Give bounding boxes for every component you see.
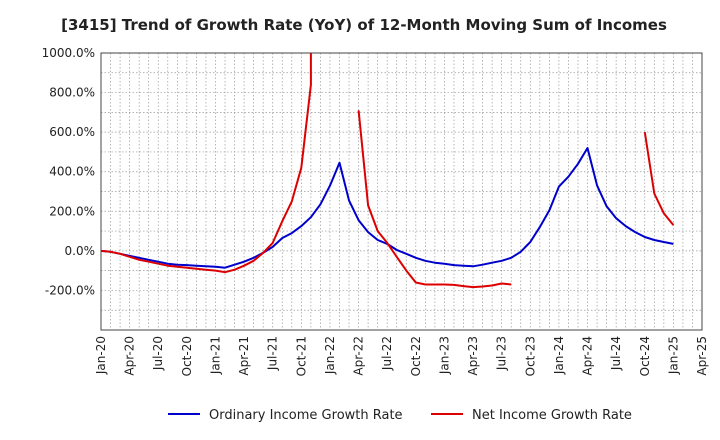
x-tick-label: Jul-22	[380, 336, 394, 371]
x-tick-label: Oct-23	[523, 336, 537, 376]
series-layer	[101, 53, 675, 289]
x-axis: Jan-20 Apr-20 Jul-20 Oct-20 Jan-21 Apr-21 Jul-…	[94, 336, 709, 376]
x-tick-label: Apr-21	[237, 336, 251, 376]
y-tick-label: 200.0%	[49, 204, 95, 218]
plot-background	[101, 53, 702, 330]
chart-title: [3415] Trend of Growth Rate (YoY) of 12-…	[61, 16, 667, 34]
legend-label: Ordinary Income Growth Rate	[209, 408, 403, 423]
plot-area	[100, 52, 703, 331]
x-tick-label: Apr-20	[123, 336, 137, 376]
x-tick-label: Jan-25	[666, 336, 680, 375]
legend: Ordinary Income Growth Rate Net Income Gr…	[168, 408, 632, 423]
x-tick-label: Apr-22	[352, 336, 366, 376]
series-line	[101, 53, 312, 274]
x-tick-label: Oct-20	[180, 336, 194, 376]
x-tick-label: Apr-23	[466, 336, 480, 376]
x-tick-label: Jan-24	[552, 336, 566, 375]
x-tick-label: Jul-24	[609, 336, 623, 371]
y-tick-label: 600.0%	[49, 125, 95, 139]
x-tick-label: Apr-25	[695, 336, 709, 376]
y-tick-label: 800.0%	[49, 86, 95, 100]
y-tick-label: -200.0%	[45, 283, 95, 297]
grid-lines	[101, 53, 702, 330]
x-tick-label: Jul-20	[151, 336, 165, 371]
y-tick-label: 1000.0%	[42, 46, 95, 60]
legend-label: Net Income Growth Rate	[472, 408, 632, 423]
x-tick-label: Oct-21	[294, 336, 308, 376]
x-tick-label: Jan-20	[94, 336, 108, 375]
series-line	[643, 131, 675, 226]
series-line	[357, 110, 512, 289]
x-tick-label: Oct-24	[638, 336, 652, 376]
x-tick-label: Apr-24	[581, 336, 595, 376]
x-tick-label: Jul-21	[266, 336, 280, 371]
x-tick-label: Jul-23	[495, 336, 509, 371]
y-tick-label: 400.0%	[49, 165, 95, 179]
x-tick-label: Oct-22	[409, 336, 423, 376]
x-tick-label: Jan-22	[323, 336, 337, 375]
x-tick-label: Jan-21	[208, 336, 222, 375]
y-tick-label: 0.0%	[65, 244, 96, 258]
x-tick-label: Jan-23	[437, 336, 451, 375]
plot-frame	[100, 52, 703, 331]
y-axis: 1000.0% 800.0% 600.0% 400.0% 200.0% 0.0% -200.…	[42, 46, 95, 297]
